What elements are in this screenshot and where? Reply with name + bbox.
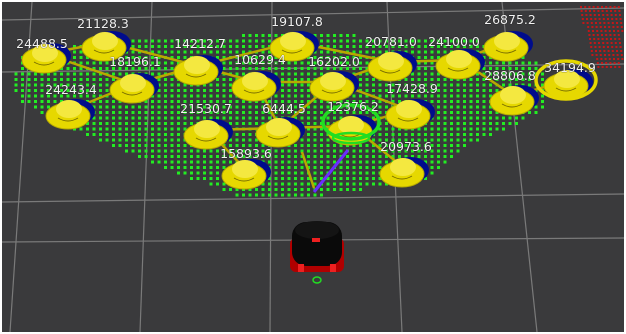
node-cost-label: 34194.9 (544, 60, 596, 75)
selected-node-ring (321, 103, 381, 141)
waypoint-node[interactable] (435, 49, 485, 80)
node-cost-label: 10629.4 (234, 52, 286, 67)
waypoint-node[interactable] (255, 117, 305, 148)
node-cost-label: 15893.6 (220, 146, 272, 161)
node-cost-label: 21530.7 (180, 101, 232, 116)
node-cost-label: 24488.5 (16, 36, 68, 51)
waypoint-node[interactable] (483, 31, 533, 62)
waypoint-node[interactable] (269, 31, 319, 62)
node-cost-label: 14212.7 (174, 36, 226, 51)
node-cost-label: 24243.4 (45, 82, 97, 97)
waypoint-node[interactable] (385, 99, 435, 130)
node-cost-label: 20973.6 (380, 139, 432, 154)
node-cost-label: 18196.1 (109, 54, 161, 69)
node-cost-label: 28806.8 (484, 68, 536, 83)
node-cost-label: 12376.2 (327, 99, 379, 114)
robot-model[interactable] (290, 221, 344, 284)
waypoint-node[interactable] (183, 119, 233, 150)
waypoint-node[interactable] (367, 51, 417, 82)
node-cost-label: 6444.5 (262, 101, 306, 116)
node-cost-label: 21128.3 (77, 16, 129, 31)
waypoint-node[interactable] (543, 69, 593, 100)
waypoint-node[interactable] (221, 159, 271, 190)
node-cost-label: 19107.8 (271, 14, 323, 29)
waypoint-node[interactable] (489, 85, 539, 116)
waypoint-node[interactable] (173, 55, 223, 86)
obstacle-points (580, 6, 624, 68)
node-cost-label: 16202.0 (308, 54, 360, 69)
waypoint-node[interactable] (21, 43, 71, 74)
waypoint-node[interactable] (309, 71, 359, 102)
waypoint-nodes (21, 31, 598, 193)
waypoint-node[interactable] (231, 71, 281, 102)
node-cost-label: 20781.0 (365, 34, 417, 49)
waypoint-node[interactable] (109, 73, 159, 104)
node-cost-label: 24100.0 (428, 34, 480, 49)
waypoint-node[interactable] (81, 31, 131, 62)
goal-node-ring (534, 59, 598, 101)
node-cost-label: 17428.9 (386, 81, 438, 96)
node-cost-label: 26875.2 (484, 12, 536, 27)
heading-arrow (312, 149, 350, 193)
waypoint-node[interactable] (45, 99, 95, 130)
waypoint-node[interactable] (379, 157, 429, 188)
